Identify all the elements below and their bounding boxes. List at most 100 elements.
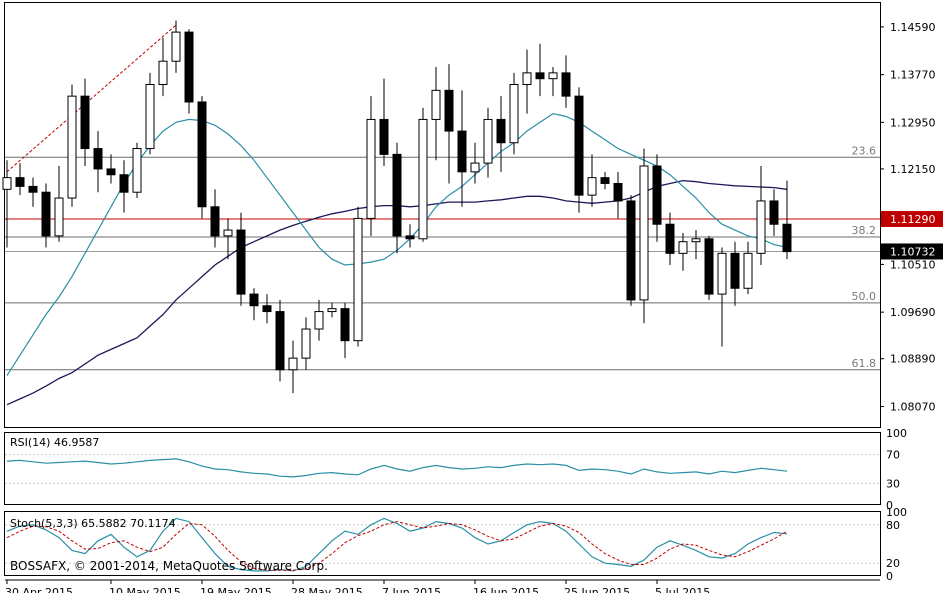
stoch-tick-label: 100: [886, 506, 907, 519]
candle-body-bull: [327, 308, 337, 313]
candle: [691, 230, 701, 260]
candle-body-bear: [730, 252, 740, 289]
candle-body-bear: [210, 206, 220, 237]
candle: [431, 67, 441, 161]
candle: [548, 67, 558, 97]
rsi-tick-label: 30: [886, 477, 900, 490]
candle-body-bear: [769, 200, 779, 225]
candle: [197, 96, 207, 219]
x-tick-label: 7 Jun 2015: [382, 586, 441, 593]
candle-body-bear: [93, 148, 103, 170]
candle: [743, 241, 753, 295]
rsi-tick-label: 70: [886, 449, 900, 462]
stoch-signal-line: [6, 521, 788, 571]
main-price-panel: 1.14590 1.13770 1.12950 1.12150 1.10510 1.096…: [2, 2, 943, 428]
candle-body-bull: [366, 118, 376, 219]
price-line-label: 1.11290: [890, 213, 936, 226]
candle: [15, 163, 25, 196]
candle: [67, 84, 77, 207]
y-tick-label: 1.10510: [890, 258, 936, 271]
candle: [184, 29, 194, 114]
candle: [665, 212, 675, 265]
time-axis: 30 Apr 2015 10 May 2015 19 May 2015 28 May …: [5, 579, 880, 597]
candle-body-bear: [665, 223, 675, 254]
candle: [93, 131, 103, 193]
candle: [457, 90, 467, 207]
candle-body-bull: [223, 229, 233, 237]
candle: [522, 49, 532, 114]
candle: [652, 154, 662, 242]
candle-body-bear: [704, 238, 714, 295]
candle-body-bear: [379, 118, 389, 155]
fib-level-label: 38.2: [852, 224, 877, 237]
y-tick-label: 1.14590: [890, 21, 936, 34]
rsi-tick-label: 0: [886, 499, 893, 512]
x-tick-label: 10 May 2015: [109, 586, 181, 593]
candle: [626, 195, 636, 306]
candle: [574, 87, 584, 213]
stoch-title: Stoch(5,3,3) 65.5882 70.1174: [10, 517, 176, 530]
candle-body-bull: [678, 241, 688, 254]
candle-body-bull: [691, 238, 701, 243]
candle: [561, 55, 571, 108]
stoch-main-line: [6, 517, 788, 572]
candle-body-bear: [28, 185, 38, 193]
candle-body-bear: [561, 72, 571, 97]
candle: [535, 43, 545, 97]
candle-body-bear: [626, 200, 636, 301]
rsi-title: RSI(14) 46.9587: [10, 436, 99, 449]
candle-body-bull: [548, 72, 558, 80]
candle-body-bull: [756, 200, 766, 254]
candle: [288, 340, 298, 394]
candle-body-bull: [2, 177, 12, 190]
candle: [717, 247, 727, 347]
copyright-watermark: BOSSAFX, © 2001-2014, MetaQuotes Softwar…: [10, 559, 328, 573]
candle: [353, 206, 363, 347]
candle-body-bull: [145, 84, 155, 150]
candle: [496, 96, 506, 172]
candle-body-bear: [782, 223, 792, 253]
candle-body-bull: [132, 148, 142, 193]
candle-body-bull: [67, 95, 77, 199]
x-tick-label: 19 May 2015: [200, 586, 272, 593]
candle: [2, 160, 12, 248]
candle: [613, 171, 623, 219]
candle-body-bull: [743, 252, 753, 289]
candle-body-bull: [509, 84, 519, 144]
stoch-tick-label: 0: [886, 570, 893, 583]
candle: [769, 189, 779, 236]
candle: [145, 72, 155, 155]
trend-line: [6, 24, 177, 173]
fib-level-label: 23.6: [852, 144, 877, 157]
candle: [314, 299, 324, 341]
candle-body-bear: [197, 101, 207, 208]
candle: [405, 224, 415, 248]
candle: [132, 142, 142, 199]
candle-body-bear: [106, 168, 116, 176]
candle: [119, 160, 129, 213]
candle-body-bull: [522, 72, 532, 86]
candle-body-bull: [470, 162, 480, 173]
candle: [509, 72, 519, 155]
stoch-tick-label: 80: [886, 519, 900, 532]
candle-body-bear: [249, 293, 259, 307]
candle-body-bull: [301, 328, 311, 359]
candle-body-bear: [574, 95, 584, 196]
x-tick-label: 25 Jun 2015: [564, 586, 630, 593]
candle: [327, 302, 337, 318]
candle: [171, 20, 181, 73]
candle: [782, 180, 792, 260]
candle-body-bull: [717, 252, 727, 295]
price-line-box: [881, 210, 943, 227]
candle: [275, 299, 285, 382]
candle-body-bear: [444, 89, 454, 132]
candle-body-bull: [431, 89, 441, 120]
y-tick-label: 1.09690: [890, 306, 936, 319]
candle-body-bull: [418, 118, 428, 240]
rsi-panel: 100 70 30 0: [4, 427, 907, 512]
rsi-frame: [4, 432, 881, 505]
x-tick-label: 16 Jun 2015: [473, 586, 539, 593]
candle: [301, 317, 311, 370]
candle-body-bull: [314, 311, 324, 330]
